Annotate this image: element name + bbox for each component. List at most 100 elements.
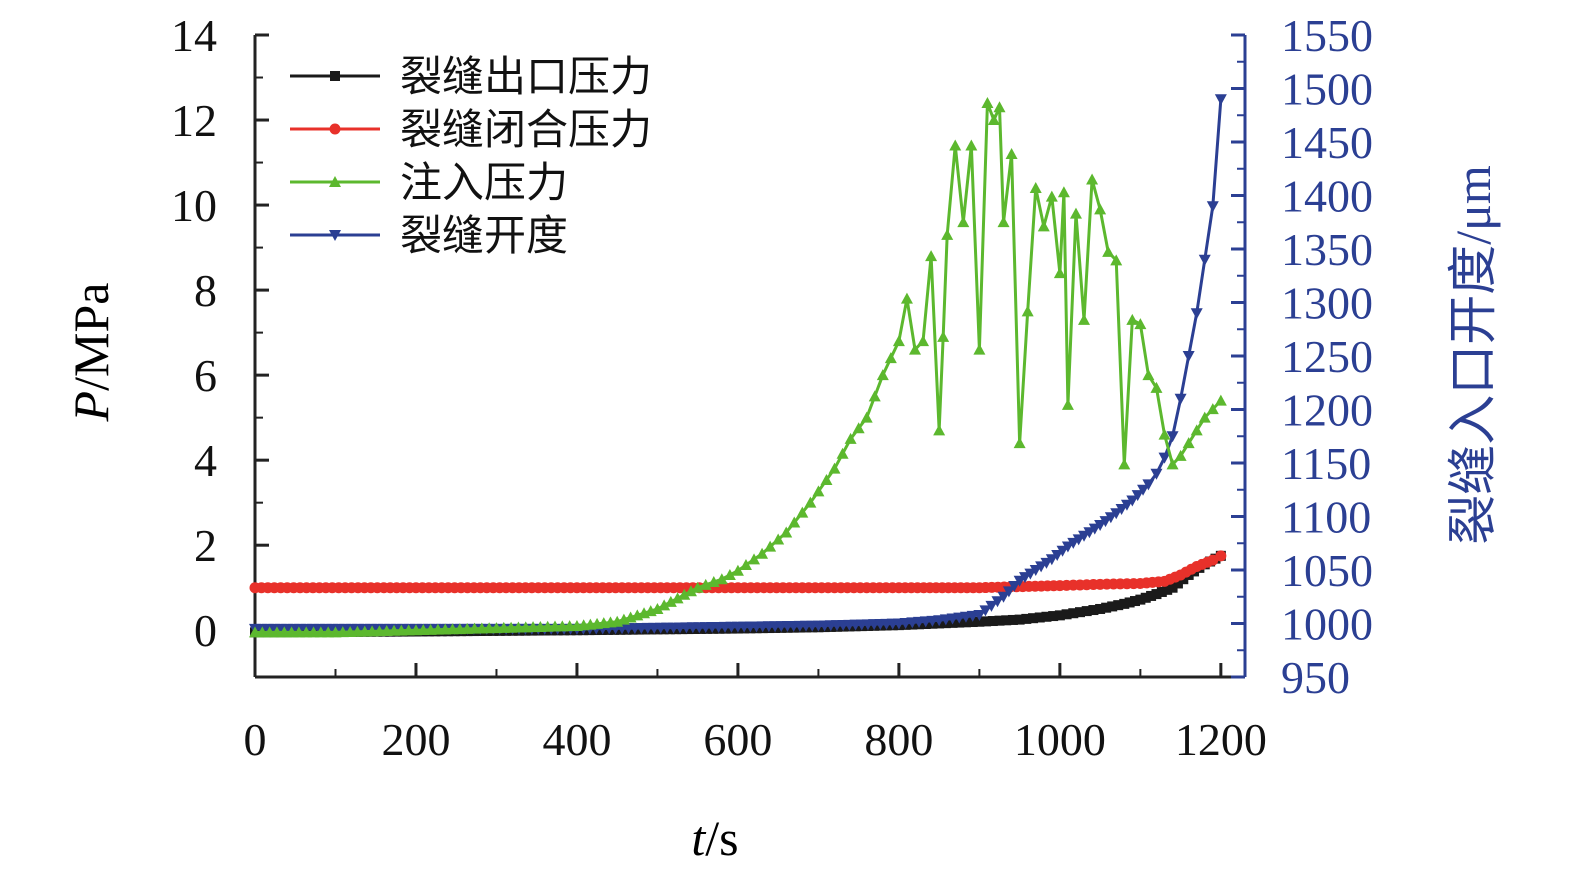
y-left-tick-label: 6 bbox=[194, 350, 217, 401]
data-point bbox=[646, 624, 657, 635]
data-point bbox=[1041, 611, 1052, 622]
x-tick-label: 1000 bbox=[1014, 714, 1106, 765]
data-point bbox=[1158, 428, 1171, 440]
data-point bbox=[860, 411, 873, 423]
x-tick-label: 800 bbox=[864, 714, 933, 765]
y-right-tick-label: 1550 bbox=[1281, 10, 1373, 61]
data-point bbox=[925, 250, 938, 262]
x-tick-label: 600 bbox=[703, 714, 772, 765]
data-point bbox=[937, 330, 950, 342]
data-point bbox=[1126, 495, 1139, 507]
data-point bbox=[1182, 437, 1195, 449]
data-point bbox=[1048, 611, 1059, 622]
y-axis-left-title: P/MPa bbox=[63, 283, 119, 423]
x-tick-label: 400 bbox=[542, 714, 611, 765]
data-point bbox=[731, 564, 744, 576]
data-point bbox=[633, 624, 644, 635]
data-point bbox=[1078, 313, 1091, 325]
data-point bbox=[1124, 597, 1135, 608]
legend-label: 裂缝闭合压力 bbox=[400, 105, 652, 154]
data-point bbox=[1101, 602, 1112, 613]
data-point bbox=[1131, 490, 1144, 502]
data-point bbox=[1190, 308, 1203, 320]
data-point bbox=[1120, 499, 1133, 511]
data-point bbox=[1056, 545, 1069, 557]
data-point bbox=[844, 432, 857, 444]
data-point bbox=[1137, 484, 1150, 496]
data-point bbox=[1118, 458, 1131, 470]
legend-item: 裂缝出口压力 bbox=[290, 52, 652, 101]
data-point bbox=[1151, 589, 1162, 600]
data-point bbox=[1094, 203, 1107, 215]
data-point bbox=[868, 390, 881, 402]
data-point bbox=[957, 216, 970, 228]
data-point bbox=[1008, 581, 1021, 593]
x-axis-title: t/s bbox=[691, 810, 738, 866]
y-left-tick-label: 8 bbox=[194, 265, 217, 316]
data-point bbox=[1053, 267, 1066, 279]
data-point bbox=[652, 624, 663, 635]
legend-item: 裂缝开度 bbox=[290, 211, 568, 260]
data-point bbox=[1057, 186, 1070, 198]
data-point bbox=[707, 576, 720, 588]
y-right-tick-label: 950 bbox=[1281, 652, 1350, 703]
data-point bbox=[764, 540, 777, 552]
data-point bbox=[756, 547, 769, 559]
data-point bbox=[1061, 609, 1072, 620]
data-point bbox=[1061, 398, 1074, 410]
data-point bbox=[892, 335, 905, 347]
y-left-tick-label: 10 bbox=[171, 180, 217, 231]
data-point bbox=[1190, 424, 1203, 436]
data-point bbox=[1140, 592, 1151, 603]
data-point bbox=[1214, 94, 1227, 106]
legend-item: 裂缝闭合压力 bbox=[290, 105, 652, 154]
data-point bbox=[917, 335, 930, 347]
data-point bbox=[329, 230, 341, 241]
data-point bbox=[828, 462, 841, 474]
data-point bbox=[1135, 594, 1146, 605]
data-point bbox=[1094, 520, 1107, 532]
y-right-tick-label: 1100 bbox=[1281, 492, 1371, 543]
data-point bbox=[1075, 607, 1085, 618]
y-left-tick-label: 12 bbox=[171, 95, 217, 146]
series-2 bbox=[249, 550, 1227, 594]
data-point bbox=[979, 605, 992, 617]
data-point bbox=[684, 585, 697, 597]
series-layer bbox=[249, 94, 1227, 638]
data-point bbox=[973, 609, 986, 621]
data-point bbox=[1182, 351, 1195, 362]
data-point bbox=[985, 600, 998, 612]
data-point bbox=[967, 617, 978, 628]
data-point bbox=[941, 228, 954, 240]
data-point bbox=[974, 616, 985, 627]
data-point bbox=[1207, 554, 1219, 566]
data-point bbox=[1174, 449, 1187, 461]
data-point bbox=[973, 343, 986, 355]
data-point bbox=[1051, 550, 1064, 562]
data-point bbox=[651, 602, 664, 614]
data-point bbox=[1107, 601, 1118, 612]
data-point bbox=[1037, 220, 1050, 232]
data-point bbox=[1174, 393, 1187, 405]
axes-layer: 0 200 400 600 800 1000 12000246810121495010001… bbox=[171, 10, 1373, 765]
y-right-tick-label: 1350 bbox=[1281, 224, 1373, 275]
data-point bbox=[658, 624, 669, 635]
data-point bbox=[1099, 516, 1112, 528]
x-tick-label: 200 bbox=[381, 714, 450, 765]
data-point bbox=[664, 595, 677, 607]
data-point bbox=[993, 101, 1006, 113]
data-point bbox=[981, 97, 994, 109]
data-point bbox=[329, 123, 341, 135]
data-point bbox=[1007, 614, 1018, 625]
data-point bbox=[804, 496, 817, 508]
data-point bbox=[664, 624, 675, 635]
data-point bbox=[1014, 614, 1025, 625]
y-right-tick-label: 1250 bbox=[1281, 331, 1373, 382]
data-point bbox=[933, 424, 946, 436]
data-point bbox=[836, 447, 849, 459]
data-point bbox=[1110, 508, 1123, 520]
data-point bbox=[987, 114, 1000, 126]
data-point bbox=[981, 616, 992, 627]
data-point bbox=[723, 568, 736, 580]
